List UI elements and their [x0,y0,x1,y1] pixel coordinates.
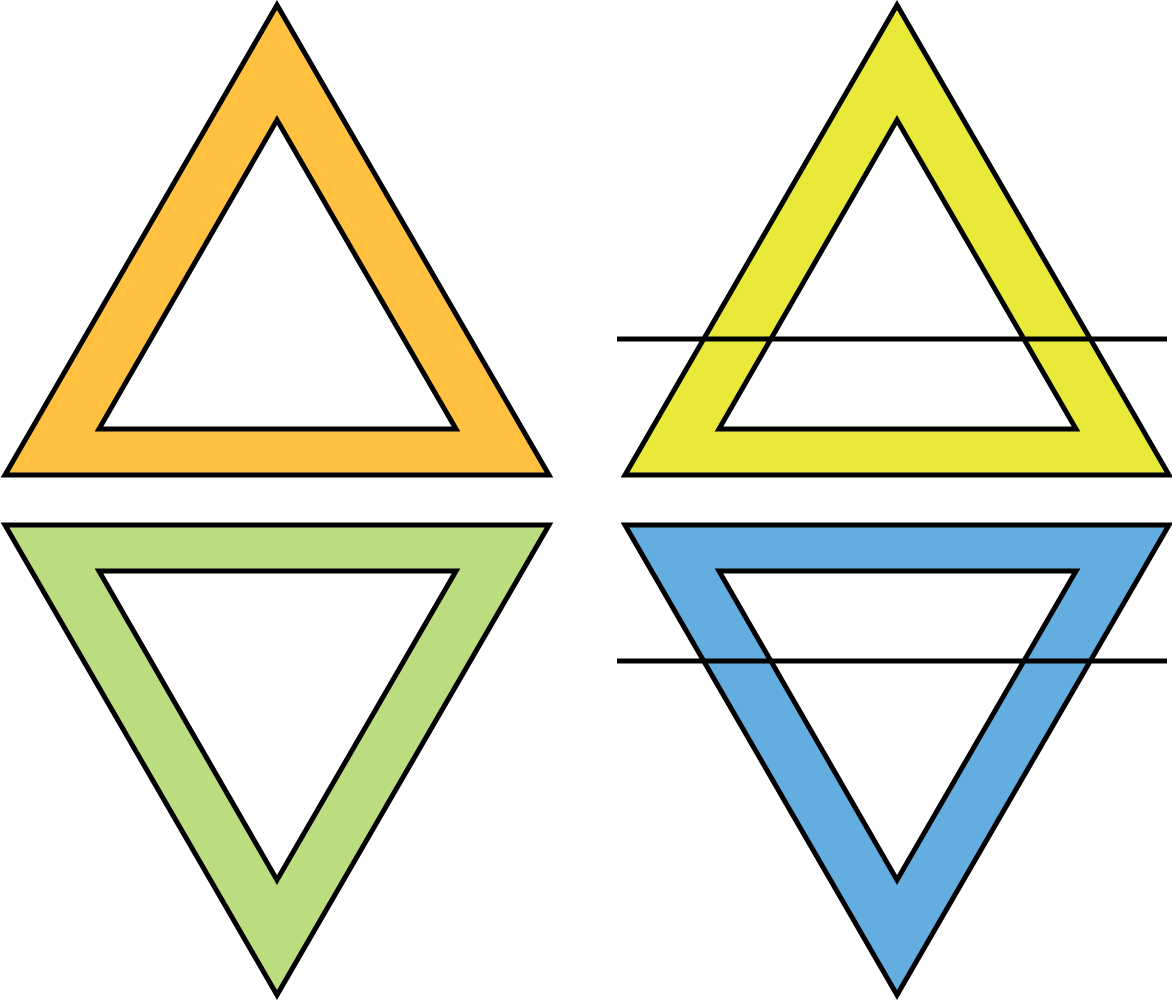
fire-triangle-ring [0,0,554,478]
earth-triangle-ring [620,522,1172,1000]
water-triangle-ring [0,522,554,1000]
air-symbol [617,0,1172,478]
water-symbol [0,522,554,1000]
air-triangle-ring [620,0,1172,478]
fire-symbol [0,0,554,478]
earth-symbol [617,522,1172,1000]
